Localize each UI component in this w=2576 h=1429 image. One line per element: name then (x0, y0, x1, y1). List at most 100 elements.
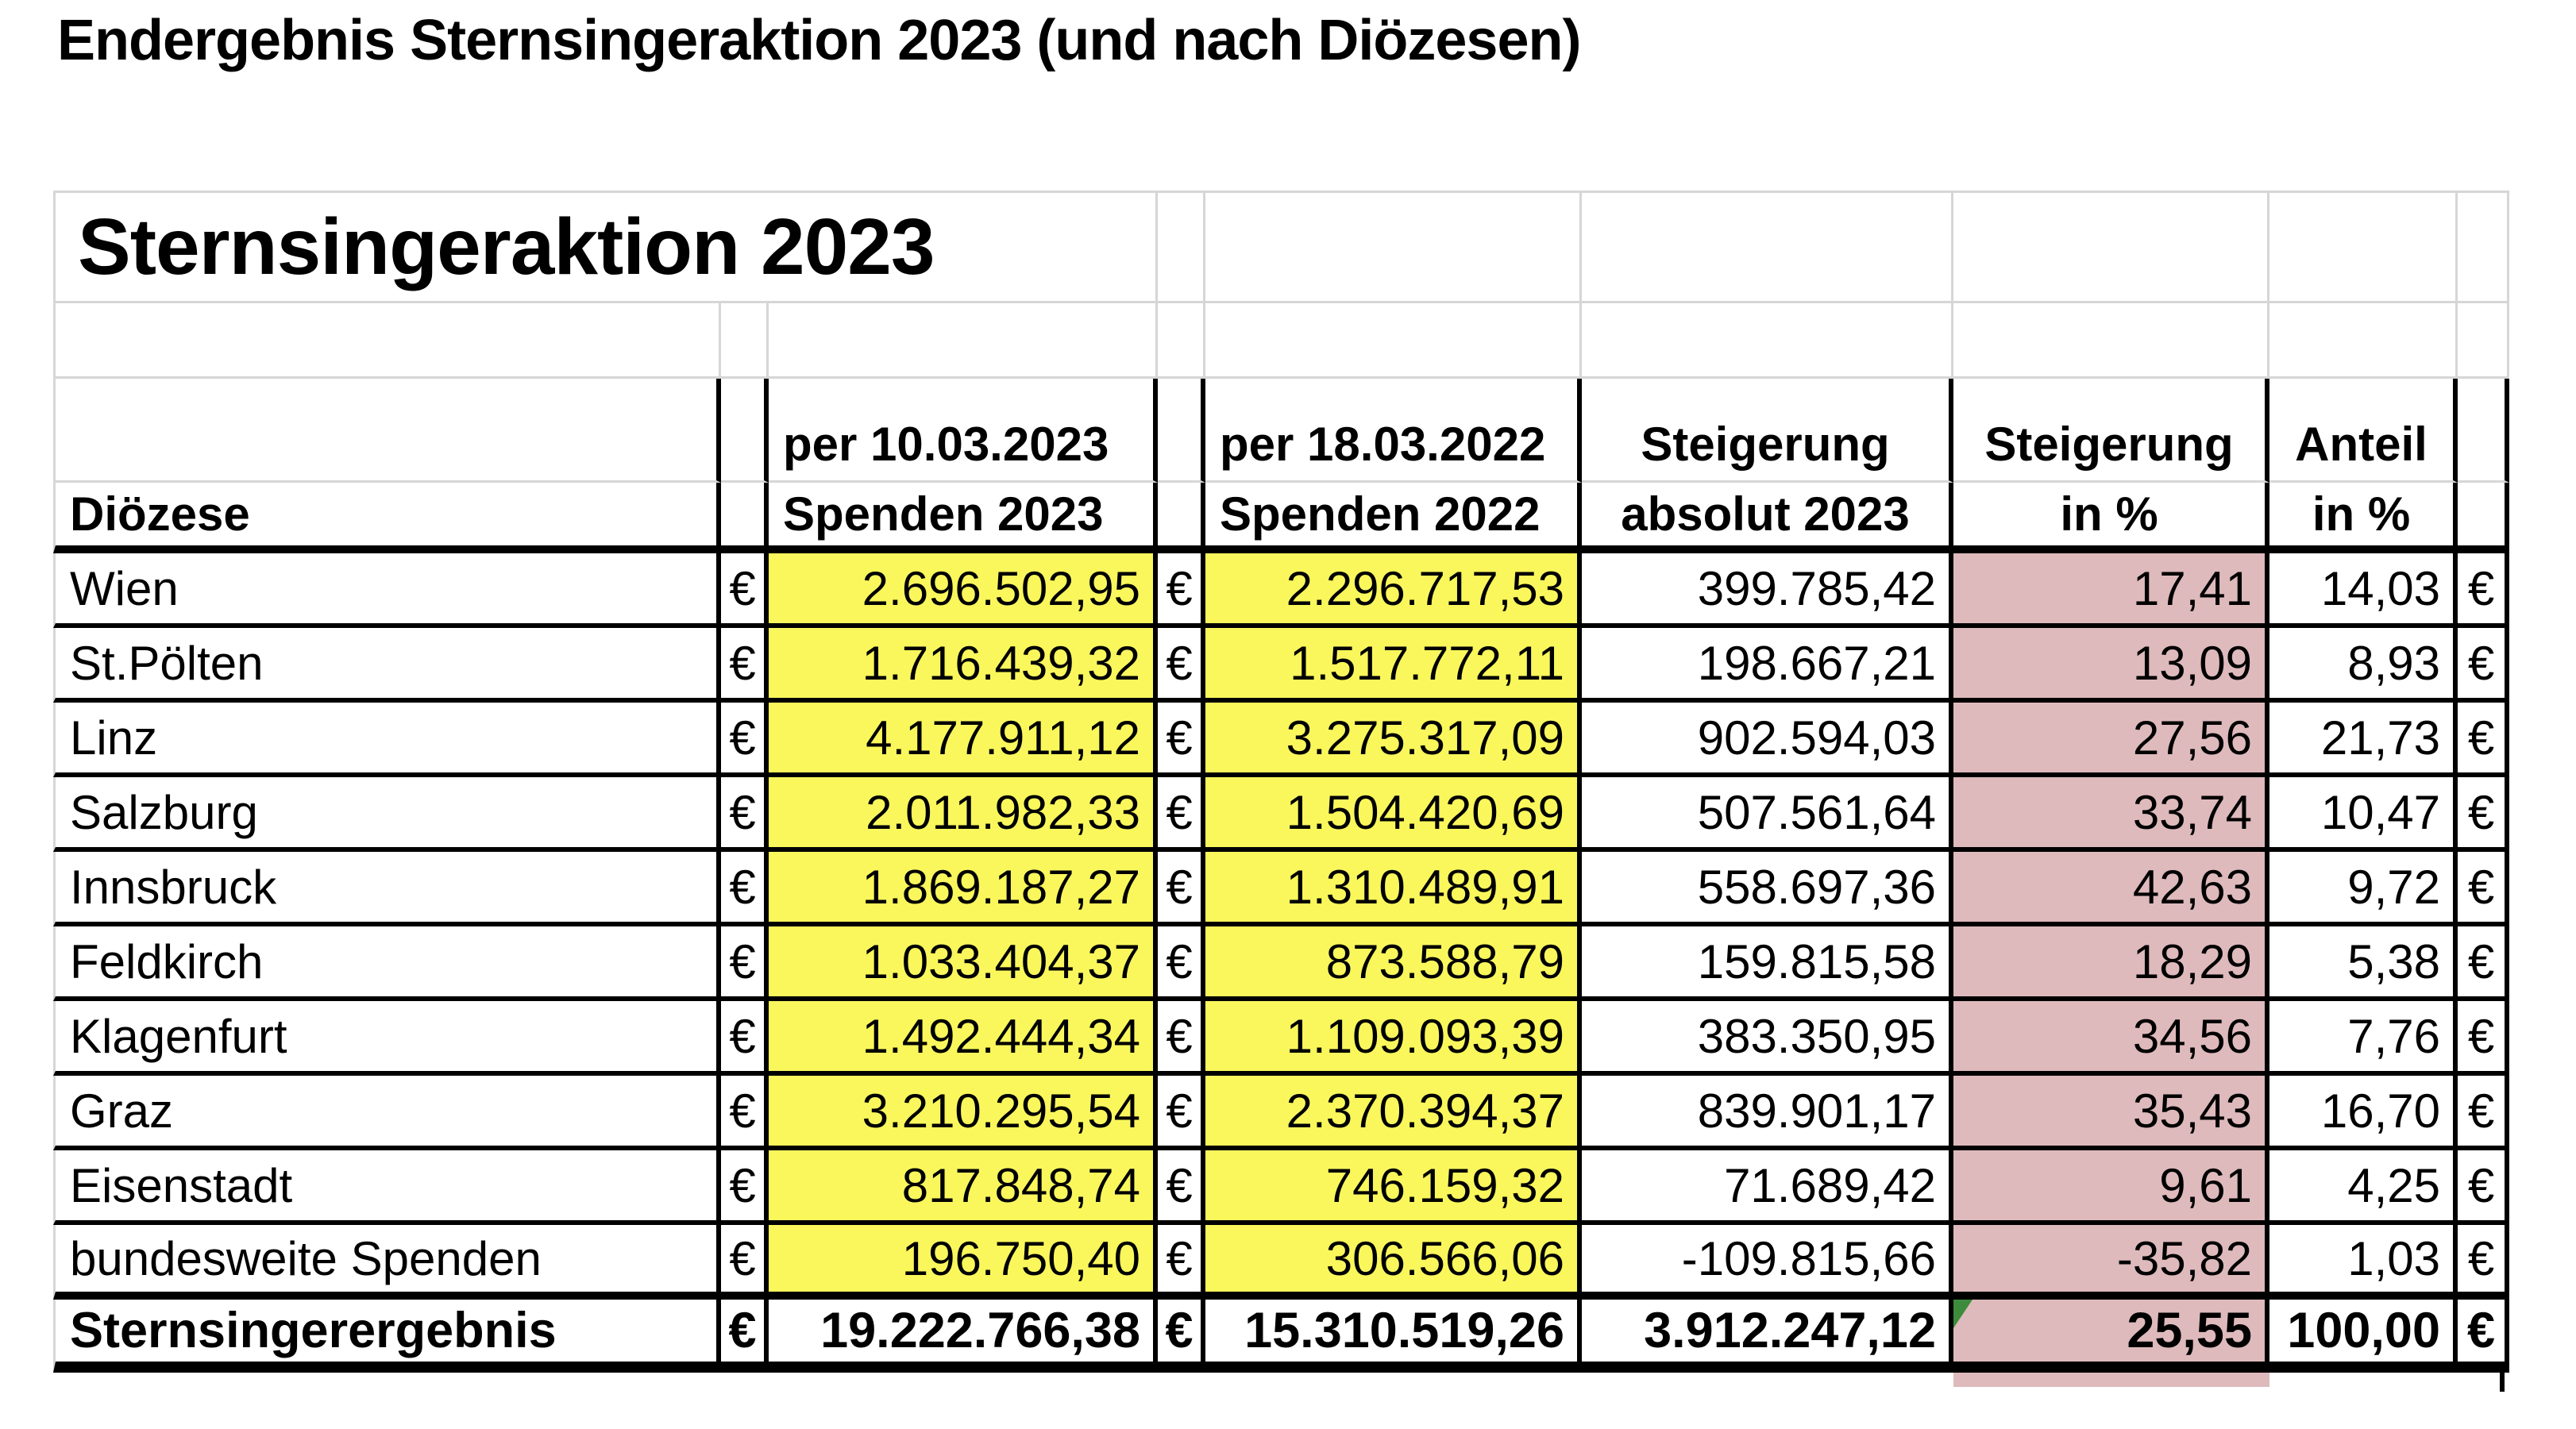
currency-cell[interactable]: € (1158, 553, 1205, 628)
spenden-2023-cell[interactable]: 196.750,40 (769, 1225, 1158, 1300)
spenden-2023-cell[interactable]: 4.177.911,12 (769, 703, 1158, 777)
header-anteil-line2[interactable]: in % (2269, 483, 2458, 553)
currency-cell[interactable]: € (2458, 1150, 2509, 1225)
anteil-prozent-cell[interactable]: 4,25 (2269, 1150, 2458, 1225)
currency-cell[interactable]: € (2458, 1225, 2509, 1300)
anteil-prozent-cell[interactable]: 1,03 (2269, 1225, 2458, 1300)
header-spenden-2022[interactable]: Spenden 2022 (1205, 483, 1582, 553)
currency-cell[interactable]: € (2458, 553, 2509, 628)
currency-cell[interactable]: € (721, 628, 769, 703)
steigerung-prozent-cell[interactable]: 17,41 (1953, 553, 2269, 628)
total-anteil-prozent-cell[interactable]: 100,00 (2269, 1300, 2458, 1373)
spenden-2023-cell[interactable]: 1.033.404,37 (769, 926, 1158, 1001)
diocese-cell[interactable]: Klagenfurt (53, 1001, 721, 1076)
currency-cell[interactable]: € (1158, 1076, 1205, 1150)
spenden-2023-cell[interactable]: 1.492.444,34 (769, 1001, 1158, 1076)
diocese-cell[interactable]: Salzburg (53, 777, 721, 852)
currency-cell[interactable]: € (2458, 703, 2509, 777)
steigerung-prozent-cell[interactable]: 9,61 (1953, 1150, 2269, 1225)
total-currency-cell[interactable]: € (721, 1300, 769, 1373)
total-currency-cell[interactable]: € (1158, 1300, 1205, 1373)
steigerung-prozent-cell[interactable]: 35,43 (1953, 1076, 2269, 1150)
anteil-prozent-cell[interactable]: 16,70 (2269, 1076, 2458, 1150)
currency-cell[interactable]: € (2458, 926, 2509, 1001)
total-steigerung-prozent-cell[interactable]: 25,55 (1953, 1300, 2269, 1373)
steigerung-absolut-cell[interactable]: 71.689,42 (1582, 1150, 1953, 1225)
spenden-2022-cell[interactable]: 1.109.093,39 (1205, 1001, 1582, 1076)
spenden-2022-cell[interactable]: 873.588,79 (1205, 926, 1582, 1001)
diocese-cell[interactable]: St.Pölten (53, 628, 721, 703)
anteil-prozent-cell[interactable]: 10,47 (2269, 777, 2458, 852)
currency-cell[interactable]: € (1158, 1001, 1205, 1076)
steigerung-prozent-cell[interactable]: 27,56 (1953, 703, 2269, 777)
spenden-2023-cell[interactable]: 1.869.187,27 (769, 852, 1158, 926)
diocese-cell[interactable]: Graz (53, 1076, 721, 1150)
steigerung-prozent-cell[interactable]: 18,29 (1953, 926, 2269, 1001)
spenden-2023-cell[interactable]: 817.848,74 (769, 1150, 1158, 1225)
total-spenden-2022-cell[interactable]: 15.310.519,26 (1205, 1300, 1582, 1373)
steigerung-absolut-cell[interactable]: 507.561,64 (1582, 777, 1953, 852)
diocese-cell[interactable]: Innsbruck (53, 852, 721, 926)
currency-cell[interactable]: € (721, 1225, 769, 1300)
anteil-prozent-cell[interactable]: 21,73 (2269, 703, 2458, 777)
steigerung-prozent-cell[interactable]: 34,56 (1953, 1001, 2269, 1076)
header-spenden-2023[interactable]: Spenden 2023 (769, 483, 1158, 553)
currency-cell[interactable]: € (721, 852, 769, 926)
steigerung-prozent-cell[interactable]: -35,82 (1953, 1225, 2269, 1300)
header-steigerung-prozent-line1[interactable]: Steigerung (1953, 379, 2269, 483)
total-currency-cell[interactable]: € (2458, 1300, 2509, 1373)
spenden-2022-cell[interactable]: 746.159,32 (1205, 1150, 1582, 1225)
spenden-2022-cell[interactable]: 2.370.394,37 (1205, 1076, 1582, 1150)
currency-cell[interactable]: € (1158, 628, 1205, 703)
spenden-2022-cell[interactable]: 3.275.317,09 (1205, 703, 1582, 777)
currency-cell[interactable]: € (1158, 777, 1205, 852)
sheet-title-cell[interactable]: Sternsingeraktion 2023 (53, 191, 1158, 303)
header-diozese[interactable]: Diözese (53, 483, 721, 553)
steigerung-absolut-cell[interactable]: -109.815,66 (1582, 1225, 1953, 1300)
anteil-prozent-cell[interactable]: 14,03 (2269, 553, 2458, 628)
spenden-2023-cell[interactable]: 1.716.439,32 (769, 628, 1158, 703)
steigerung-absolut-cell[interactable]: 383.350,95 (1582, 1001, 1953, 1076)
currency-cell[interactable]: € (721, 1001, 769, 1076)
total-diocese-cell[interactable]: Sternsingerergebnis (53, 1300, 721, 1373)
spenden-2022-cell[interactable]: 1.310.489,91 (1205, 852, 1582, 926)
steigerung-prozent-cell[interactable]: 42,63 (1953, 852, 2269, 926)
currency-cell[interactable]: € (1158, 926, 1205, 1001)
currency-cell[interactable]: € (1158, 703, 1205, 777)
steigerung-absolut-cell[interactable]: 839.901,17 (1582, 1076, 1953, 1150)
steigerung-absolut-cell[interactable]: 902.594,03 (1582, 703, 1953, 777)
steigerung-absolut-cell[interactable]: 399.785,42 (1582, 553, 1953, 628)
anteil-prozent-cell[interactable]: 8,93 (2269, 628, 2458, 703)
currency-cell[interactable]: € (721, 1150, 769, 1225)
total-steigerung-absolut-cell[interactable]: 3.912.247,12 (1582, 1300, 1953, 1373)
spenden-2023-cell[interactable]: 3.210.295,54 (769, 1076, 1158, 1150)
currency-cell[interactable]: € (2458, 852, 2509, 926)
spenden-2022-cell[interactable]: 1.517.772,11 (1205, 628, 1582, 703)
header-steigerung-absolut-line2[interactable]: absolut 2023 (1582, 483, 1953, 553)
currency-cell[interactable]: € (1158, 1150, 1205, 1225)
header-per-2022[interactable]: per 18.03.2022 (1205, 379, 1582, 483)
diocese-cell[interactable]: Wien (53, 553, 721, 628)
anteil-prozent-cell[interactable]: 7,76 (2269, 1001, 2458, 1076)
steigerung-prozent-cell[interactable]: 33,74 (1953, 777, 2269, 852)
header-steigerung-prozent-line2[interactable]: in % (1953, 483, 2269, 553)
header-steigerung-absolut-line1[interactable]: Steigerung (1582, 379, 1953, 483)
total-spenden-2023-cell[interactable]: 19.222.766,38 (769, 1300, 1158, 1373)
currency-cell[interactable]: € (1158, 1225, 1205, 1300)
currency-cell[interactable]: € (1158, 852, 1205, 926)
currency-cell[interactable]: € (2458, 1076, 2509, 1150)
header-per-2023[interactable]: per 10.03.2023 (769, 379, 1158, 483)
steigerung-prozent-cell[interactable]: 13,09 (1953, 628, 2269, 703)
currency-cell[interactable]: € (721, 926, 769, 1001)
diocese-cell[interactable]: Eisenstadt (53, 1150, 721, 1225)
steigerung-absolut-cell[interactable]: 159.815,58 (1582, 926, 1953, 1001)
diocese-cell[interactable]: Feldkirch (53, 926, 721, 1001)
spenden-2022-cell[interactable]: 306.566,06 (1205, 1225, 1582, 1300)
spenden-2022-cell[interactable]: 2.296.717,53 (1205, 553, 1582, 628)
diocese-cell[interactable]: bundesweite Spenden (53, 1225, 721, 1300)
currency-cell[interactable]: € (2458, 628, 2509, 703)
currency-cell[interactable]: € (2458, 777, 2509, 852)
currency-cell[interactable]: € (721, 553, 769, 628)
anteil-prozent-cell[interactable]: 9,72 (2269, 852, 2458, 926)
anteil-prozent-cell[interactable]: 5,38 (2269, 926, 2458, 1001)
